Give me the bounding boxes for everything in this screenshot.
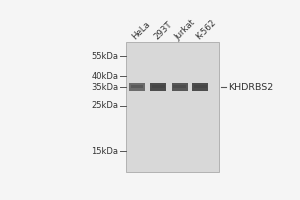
Text: HeLa: HeLa [130,20,152,42]
Text: 40kDa: 40kDa [91,72,118,81]
Text: Jurkat: Jurkat [173,18,197,42]
Text: KHDRBS2: KHDRBS2 [228,83,273,92]
Bar [192,83,208,91]
Text: 35kDa: 35kDa [91,83,118,92]
Text: 25kDa: 25kDa [91,101,118,110]
Text: 15kDa: 15kDa [91,147,118,156]
Text: 293T: 293T [152,20,174,42]
Bar [131,85,143,88]
Bar [172,83,188,91]
Text: 55kDa: 55kDa [91,52,118,61]
Bar [194,85,207,88]
Bar [152,85,165,88]
Bar [129,83,145,91]
Bar [173,85,186,88]
Text: K-562: K-562 [194,18,218,42]
Bar [126,42,219,172]
Bar [151,83,166,91]
